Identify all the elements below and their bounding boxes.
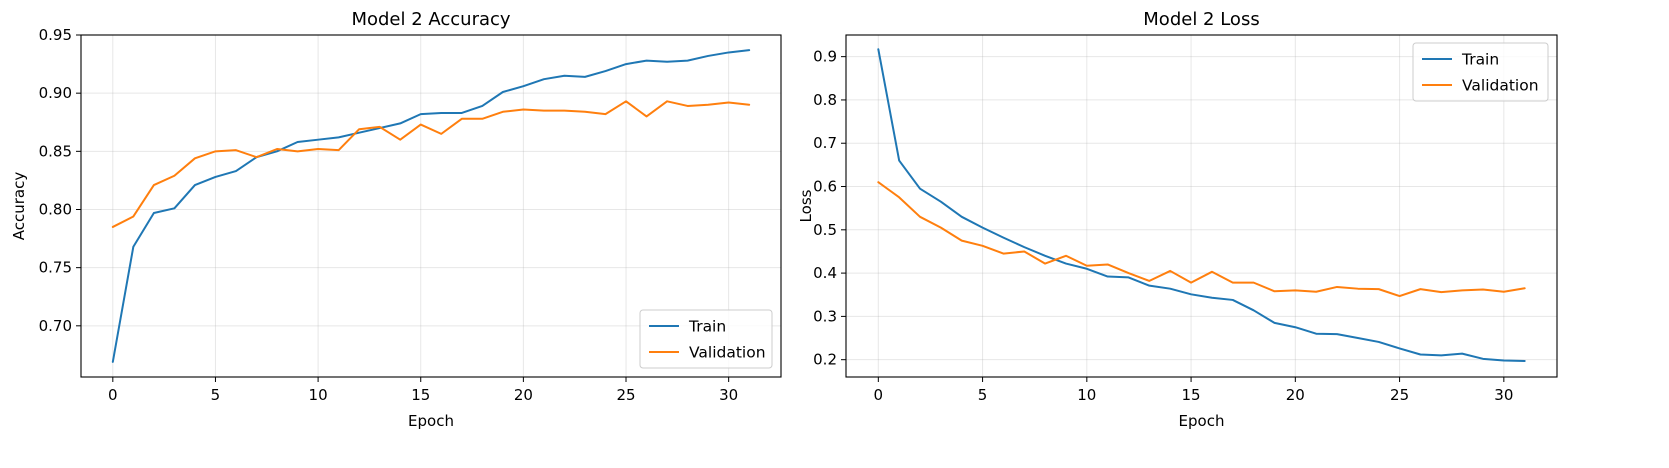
loss-ytick-label: 0.5 [813,221,837,239]
loss-legend: Train Validation [1412,42,1549,102]
loss-xtick-label: 30 [1494,386,1513,404]
accuracy-ytick-label: 0.85 [39,142,72,160]
loss-xtick-label: 10 [1077,386,1096,404]
accuracy-ytick-label: 0.70 [39,317,72,335]
loss-legend-label-train: Train [1461,51,1499,69]
accuracy-xtick-label: 5 [211,386,221,404]
accuracy-ytick-label: 0.95 [39,26,72,44]
loss-y-axis-label: Loss [797,189,815,222]
loss-ytick-label: 0.4 [813,264,837,282]
accuracy-xtick-label: 30 [719,386,738,404]
loss-ytick-label: 0.8 [813,91,837,109]
accuracy-legend-label-validation: Validation [689,344,766,362]
accuracy-plot-frame [80,34,782,378]
loss-xtick-label: 0 [874,386,884,404]
accuracy-legend: Train Validation [639,309,773,369]
loss-ytick-label: 0.6 [813,178,837,196]
loss-x-axis-label: Epoch [1179,412,1225,430]
accuracy-ytick-label: 0.90 [39,84,72,102]
loss-ytick-label: 0.2 [813,351,837,369]
accuracy-y-axis-label: Accuracy [10,172,28,241]
accuracy-series-validation [111,100,751,228]
accuracy-ytick-label: 0.75 [39,259,72,277]
loss-series-train [877,48,1526,362]
accuracy-xtick-label: 15 [411,386,430,404]
accuracy-ytick-label: 0.80 [39,200,72,218]
loss-chart-title: Model 2 Loss [1143,9,1259,30]
accuracy-series-train [111,49,751,363]
loss-ytick-label: 0.9 [813,48,837,66]
loss-panel: 0 5 10 15 20 25 30 0.2 0.3 0.4 0.5 0.6 0.7 0.8 0.9 Mode… [797,9,1558,430]
accuracy-xtick-label: 20 [514,386,533,404]
loss-series-validation [877,181,1526,298]
accuracy-legend-box [639,309,773,369]
accuracy-x-axis-label: Epoch [408,412,454,430]
loss-plot-frame [845,34,1558,378]
accuracy-legend-label-train: Train [688,318,726,336]
loss-legend-box [1412,42,1549,102]
accuracy-chart-title: Model 2 Accuracy [351,9,510,30]
loss-xtick-label: 25 [1390,386,1409,404]
accuracy-xtick-label: 10 [309,386,328,404]
accuracy-xtick-label: 0 [108,386,118,404]
loss-ytick-label: 0.7 [813,134,837,152]
loss-xtick-label: 15 [1182,386,1201,404]
loss-xtick-label: 20 [1286,386,1305,404]
accuracy-xtick-label: 25 [616,386,635,404]
loss-ytick-label: 0.3 [813,307,837,325]
accuracy-panel: 0 5 10 15 20 25 30 0.70 0.75 0.80 0.85 0.90 0.95 Mode… [10,9,782,430]
loss-xtick-label: 5 [978,386,988,404]
loss-legend-label-validation: Validation [1462,77,1539,95]
